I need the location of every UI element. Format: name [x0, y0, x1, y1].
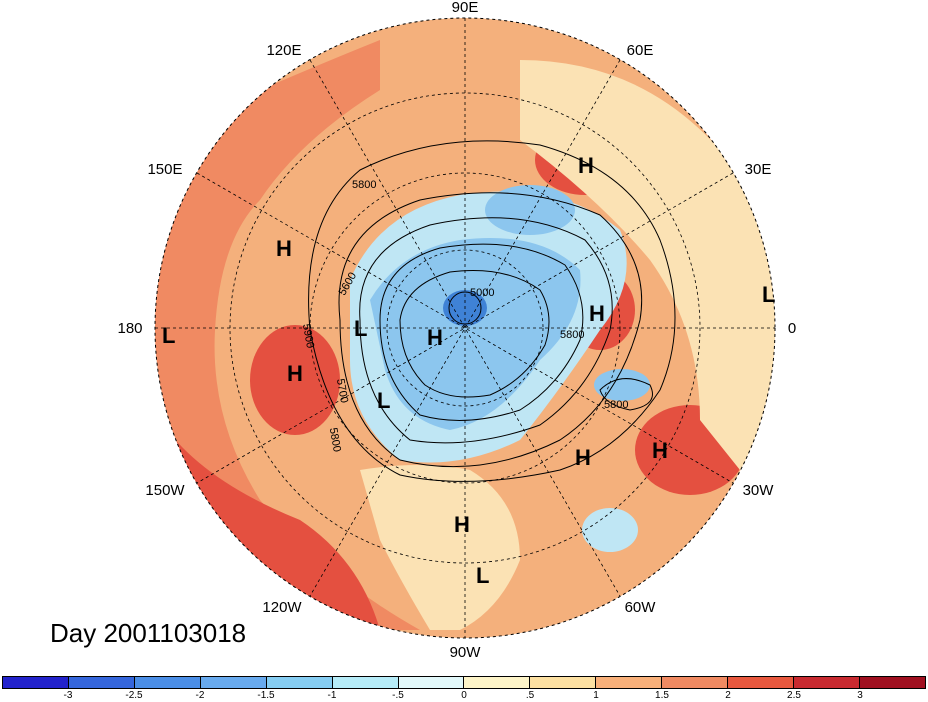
lon-label-120e: 120E	[266, 42, 301, 59]
colorbar-swatch	[859, 677, 925, 688]
high-pressure-label: H	[287, 361, 303, 386]
land-north-america	[360, 465, 520, 630]
colorbar-swatch	[134, 677, 201, 688]
colorbar-swatch	[332, 677, 399, 688]
high-pressure-label: H	[575, 445, 591, 470]
colorbar-swatch	[266, 677, 333, 688]
colorbar-tick-label: -2	[195, 690, 205, 701]
high-pressure-label: H	[427, 325, 443, 350]
colorbar-swatch	[200, 677, 267, 688]
contour-label: 5900	[300, 323, 316, 349]
colorbar-swatch	[596, 677, 663, 688]
lon-label-120w: 120W	[262, 599, 302, 616]
lon-label-0: 0	[788, 320, 796, 337]
cold-anomaly-caribbean	[582, 508, 638, 552]
colorbar-tick-label: -3	[63, 690, 73, 701]
colorbar-swatch	[68, 677, 135, 688]
lon-label-90w: 90W	[450, 644, 482, 661]
warm-anomaly-gulf-alaska	[250, 325, 340, 435]
high-pressure-label: H	[578, 153, 594, 178]
contour-label: 5800	[327, 427, 343, 453]
low-pressure-label: L	[762, 282, 775, 307]
high-pressure-label: H	[454, 512, 470, 537]
colorbar-tick-label: 0	[461, 690, 467, 701]
high-pressure-label: H	[652, 438, 668, 463]
high-pressure-label: H	[589, 301, 605, 326]
colorbar	[2, 676, 926, 689]
day-title: Day 2001103018	[50, 618, 247, 648]
colorbar-swatch	[728, 677, 795, 688]
colorbar-tick-label: .5	[525, 690, 535, 701]
colorbar-swatch	[464, 677, 531, 688]
longitude-labels: 90E 60E 30E 0 30W 60W 90W 120W 150W 180 …	[117, 0, 796, 661]
height-contours	[308, 140, 676, 482]
colorbar-swatch	[662, 677, 729, 688]
cold-anomaly-kara	[485, 185, 575, 235]
colorbar-swatch	[794, 677, 860, 688]
cold-anomaly-atlantic	[594, 369, 650, 401]
map-boundary	[154, 17, 776, 639]
contour-label: 5700	[334, 378, 350, 404]
lon-label-60w: 60W	[625, 599, 657, 616]
pressure-systems: H H H L L H H L H H H L L	[162, 153, 775, 588]
colorbar-swatch	[530, 677, 597, 688]
colorbar-tick-label: -1	[327, 690, 337, 701]
colorbar-tick-label: 2.5	[787, 690, 801, 701]
colorbar-swatch	[3, 677, 69, 688]
low-pressure-label: L	[162, 323, 175, 348]
colorbar-tick-label: 3	[857, 690, 863, 701]
colorbar-swatch	[398, 677, 465, 688]
contour-labels: 5800 5600 5900 5700 5800 5800 5000 5800	[300, 179, 629, 453]
colorbar-tick-label: 1.5	[655, 690, 669, 701]
contour-label: 5800	[560, 329, 584, 341]
lon-label-60e: 60E	[627, 42, 654, 59]
lon-label-30w: 30W	[743, 482, 775, 499]
colorbar-tick-label: -.5	[392, 690, 404, 701]
lon-label-30e: 30E	[745, 161, 772, 178]
colorbar-tick-label: 2	[725, 690, 731, 701]
contour-label: 5800	[352, 179, 376, 191]
lon-label-90e: 90E	[452, 0, 479, 16]
colorbar-tick-label: 1	[593, 690, 599, 701]
contour-label: 5000	[470, 287, 494, 299]
colorbar-tick-label: -1.5	[257, 690, 275, 701]
low-pressure-label: L	[354, 316, 367, 341]
high-pressure-label: H	[276, 236, 292, 261]
contour-label: 5800	[604, 399, 628, 411]
low-pressure-label: L	[377, 388, 390, 413]
low-pressure-label: L	[476, 563, 489, 588]
graticule	[155, 18, 775, 638]
colorbar-tick-label: -2.5	[125, 690, 143, 701]
lon-label-150w: 150W	[145, 482, 185, 499]
lon-label-180: 180	[117, 320, 142, 337]
colorbar-labels: -3 -2.5 -2 -1.5 -1 -.5 0 .5 1 1.5 2 2.5 3	[2, 690, 926, 702]
lon-label-150e: 150E	[147, 161, 182, 178]
